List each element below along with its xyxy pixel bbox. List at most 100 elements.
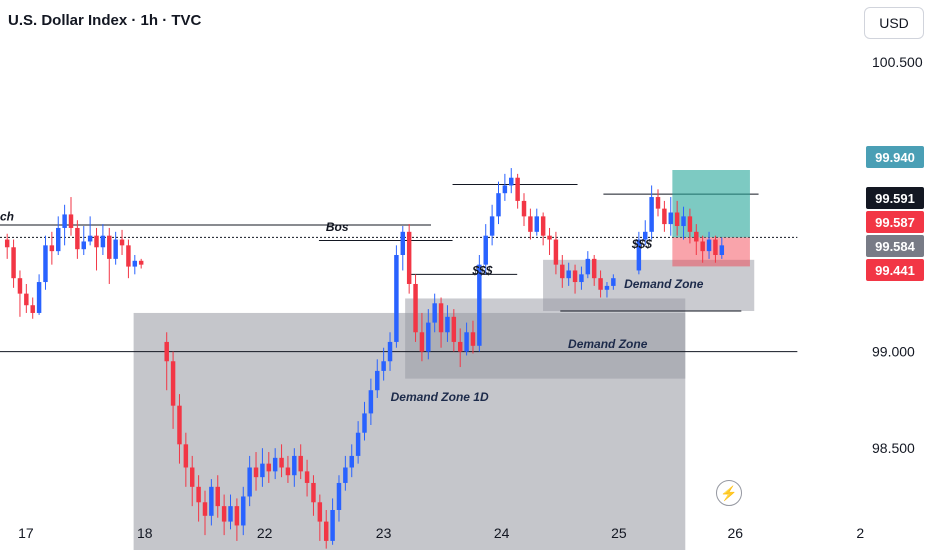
candle-body [400,231,406,255]
target-zone [672,170,750,238]
candle-body [343,467,348,483]
candle-body [655,197,661,209]
candle-body [553,239,559,265]
candle-body [451,316,457,342]
candle-body [489,216,495,236]
candle-body [4,239,10,248]
candle-body [681,216,686,227]
demand-zones: Demand Zone 1D Demand Zone Demand Zone [133,259,755,550]
candle-body [496,193,501,217]
candle-body [394,255,399,342]
demand-zone-label: Demand Zone 1D [391,390,489,404]
demand-zone-label: Demand Zone [624,277,704,291]
time-axis[interactable]: 17 18 22 23 24 25 26 2 [18,525,864,541]
candle-body [209,486,214,516]
candle-body [100,235,106,248]
candle-body [304,471,310,483]
candle-body [49,245,55,252]
candle-body [643,231,648,240]
candle-body [438,303,444,333]
candle-body [138,260,144,265]
candle-body [566,270,571,279]
candle-body [540,216,546,236]
candle-body [521,200,527,217]
candle-body [241,496,246,526]
candle-body [298,455,303,472]
candle-body [598,278,603,290]
price-tag [866,211,924,233]
time-tick-label: 23 [376,525,392,541]
candle-body [355,432,361,456]
candle-body [215,486,220,507]
candle-body [279,457,284,468]
time-tick-label: 17 [18,525,34,541]
candle-body [43,245,48,283]
price-tag-label: 99.591 [875,191,915,206]
price-tag [866,187,924,209]
candle-body [636,239,642,271]
candle-body [477,264,482,346]
candle-body [126,245,131,267]
candle-body [285,467,291,476]
candle-body [572,270,578,283]
candle-body [591,258,597,279]
candle-body [604,285,610,290]
price-tag-label: 99.587 [875,215,915,230]
candle-body [196,486,201,503]
annotation-label: $$$ [631,237,652,251]
time-tick-label: 22 [257,525,273,541]
candle-body [687,216,693,232]
candle-body [62,214,67,228]
candle-body [381,361,386,371]
candle-body [311,482,316,503]
candle-body [170,361,176,406]
price-tag [866,146,924,168]
candle-body [560,264,565,279]
lightning-icon[interactable]: ⚡ [716,480,742,506]
price-tag-label: 99.441 [875,263,915,278]
candle-body [528,216,533,232]
candle-body [75,227,80,250]
candle-body [706,239,712,252]
candle-body [260,463,265,478]
candle-body [713,239,718,255]
candle-body [368,390,374,414]
candle-body [375,370,380,391]
candle-body [56,227,61,252]
candle-body [585,258,591,275]
price-tag-label: 99.940 [875,150,915,165]
candle-body [426,322,431,352]
candle-body [700,241,705,252]
candle-body [509,177,514,186]
candle-body [611,278,616,286]
annotation-label: ch [0,210,14,224]
annotations: Bos $$$ $$$ ch [0,210,652,278]
candle-body [177,405,182,445]
candle-body [719,245,725,255]
candle-body [662,208,667,225]
candle-body [234,506,240,526]
long-position-tool[interactable] [672,170,750,267]
candle-body [445,316,450,333]
price-tag [866,259,924,281]
demand-zone [543,259,755,312]
annotation-label: $$$ [471,264,492,278]
candle-body [483,235,488,265]
candle-body [17,278,23,294]
candle-body [649,197,654,232]
currency-button[interactable]: USD [864,7,924,39]
time-tick-label: 2 [856,525,864,541]
annotation-label: Bos [326,220,349,234]
candle-body [668,212,673,225]
candle-body [107,235,112,259]
candle-body [11,247,16,279]
candle-body [515,177,520,201]
candle-body [317,502,323,522]
price-tick-label: 98.500 [872,440,915,456]
candle-body [119,239,125,246]
chart-title: U.S. Dollar Index · 1h · TVC [8,12,202,29]
time-tick-label: 26 [727,525,743,541]
candle-body [464,332,469,352]
time-tick-label: 18 [137,525,153,541]
